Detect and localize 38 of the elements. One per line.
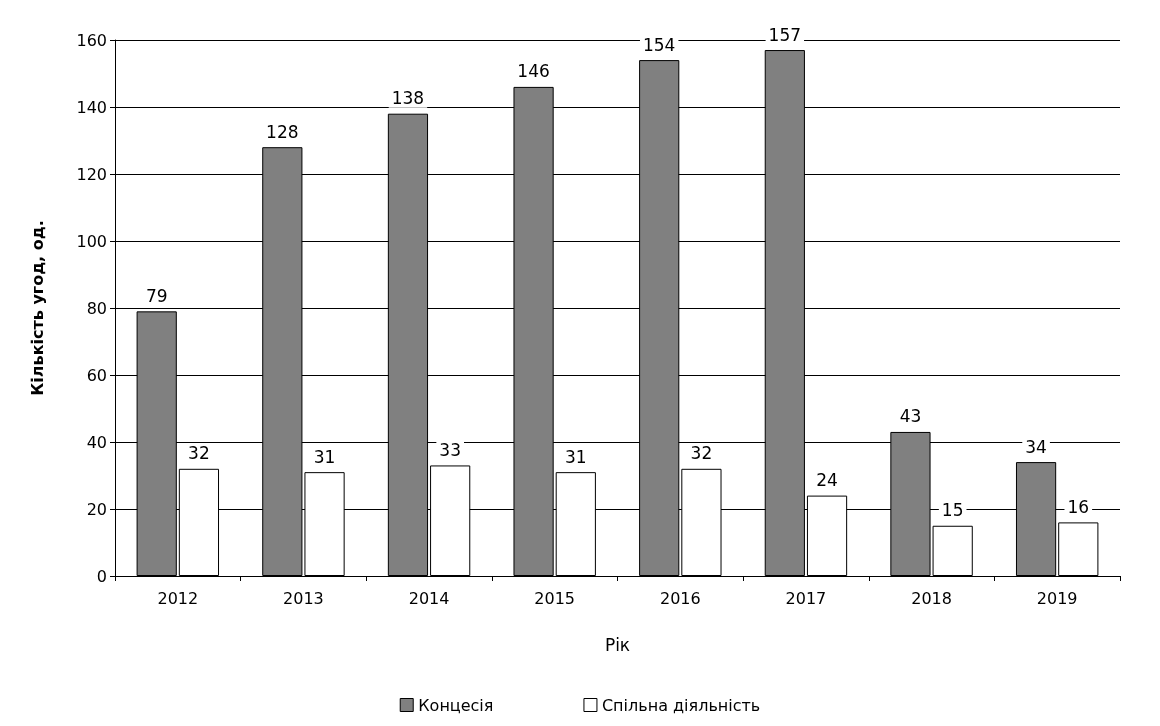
data-label: 32 — [690, 443, 713, 464]
data-label: 31 — [313, 446, 336, 467]
x-tick-label: 2019 — [1036, 588, 1078, 608]
data-label: 79 — [145, 285, 168, 306]
y-tick-label: 80 — [86, 298, 107, 318]
data-label: 15 — [941, 500, 964, 521]
data-label: 154 — [642, 34, 676, 55]
x-tick-label: 2012 — [157, 588, 199, 608]
x-tick-label: 2013 — [283, 588, 324, 608]
data-label: 43 — [899, 406, 922, 427]
bar — [1058, 522, 1099, 576]
data-label: 157 — [768, 24, 802, 45]
data-label: 146 — [517, 61, 550, 82]
x-tick-label: 2014 — [408, 588, 450, 608]
x-tick-label: 2018 — [911, 588, 952, 608]
x-tick-label: 2017 — [785, 588, 827, 608]
y-tick-label: 0 — [96, 566, 107, 586]
y-tick-label: 160 — [76, 30, 107, 50]
x-tick-label: 2015 — [534, 588, 576, 608]
y-tick-label: 60 — [86, 365, 107, 385]
y-axis-title: Кількість угод, од. — [27, 220, 47, 396]
data-label: 31 — [564, 446, 587, 467]
legend-label: Спільна діяльність — [601, 695, 761, 715]
data-label: 16 — [1067, 496, 1090, 517]
data-label: 34 — [1025, 436, 1047, 457]
y-tick-label: 40 — [86, 432, 107, 452]
y-tick-label: 100 — [76, 231, 107, 251]
y-tick-label: 20 — [86, 499, 107, 519]
x-axis-title: Рік — [604, 634, 631, 655]
data-label: 33 — [439, 439, 461, 460]
x-tick-label: 2016 — [659, 588, 701, 608]
y-tick-label: 120 — [76, 164, 107, 184]
data-label: 138 — [391, 88, 425, 109]
data-label: 128 — [266, 121, 299, 142]
legend-label: Концесія — [418, 695, 494, 715]
data-label: 32 — [188, 443, 210, 464]
y-tick-label: 140 — [76, 97, 107, 117]
data-label: 24 — [816, 470, 838, 491]
